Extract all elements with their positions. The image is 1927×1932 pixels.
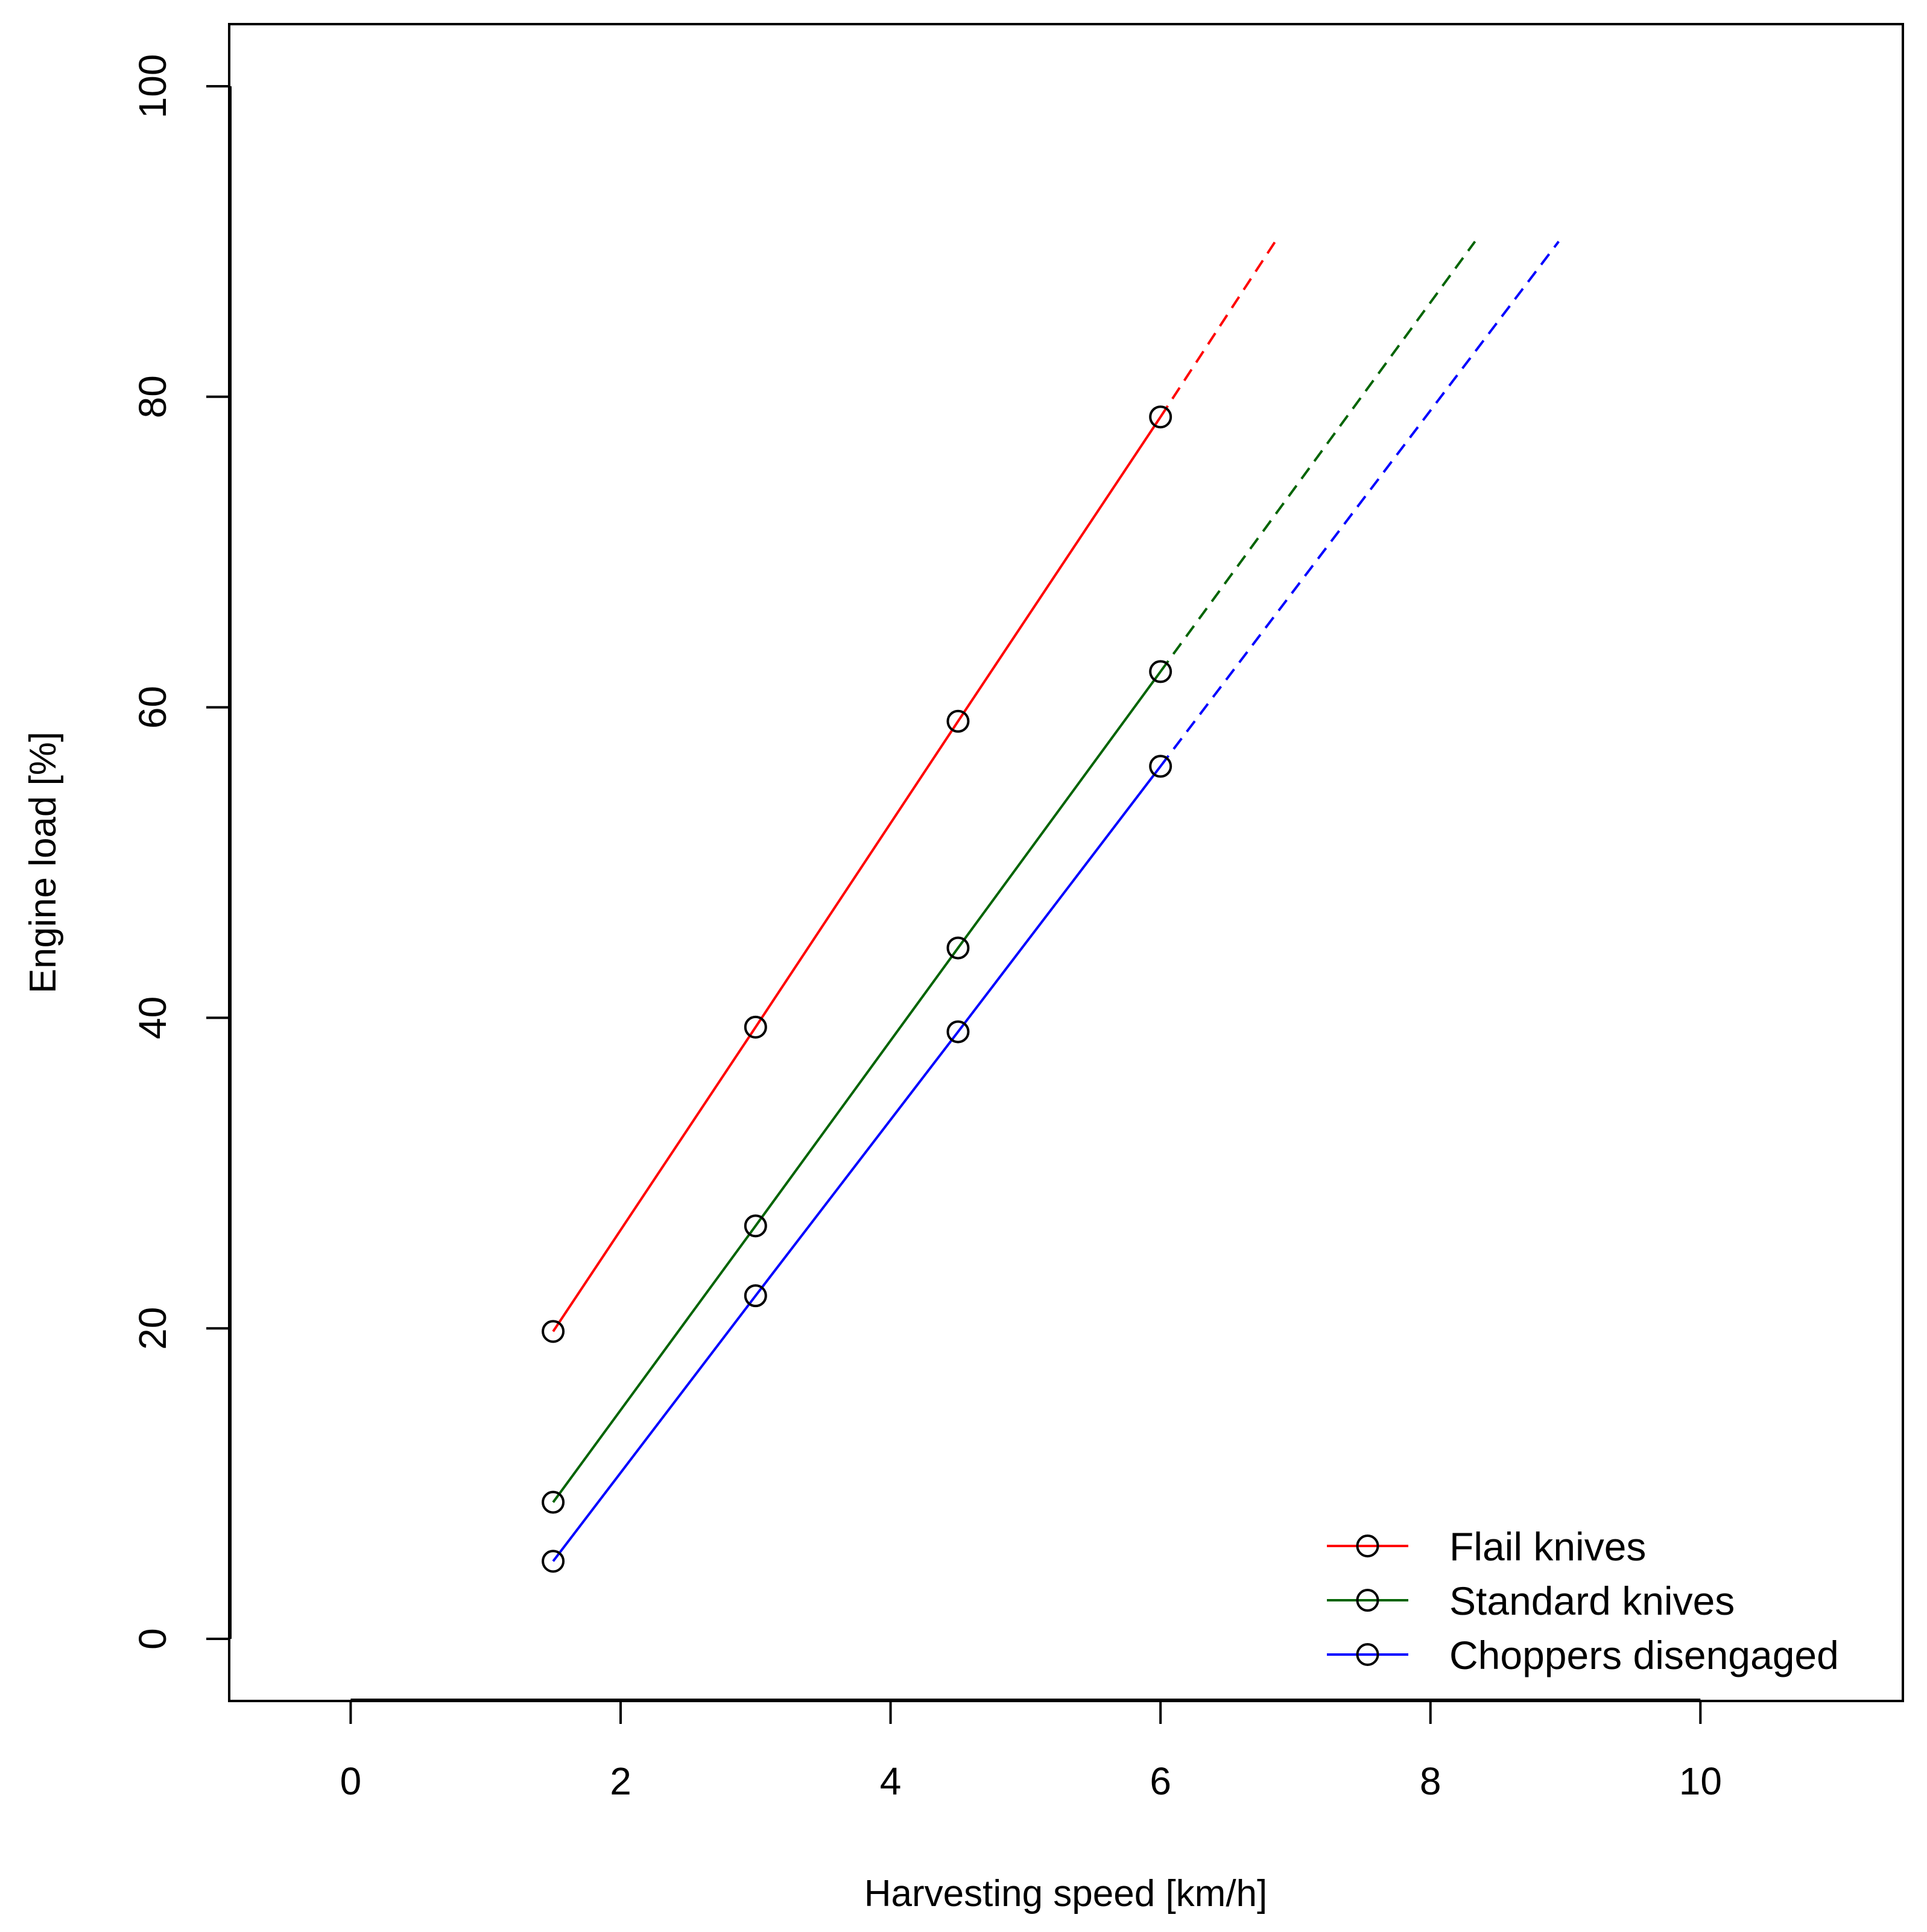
y-tick-label: 40 bbox=[131, 996, 174, 1039]
x-tick-label: 6 bbox=[1150, 1759, 1171, 1803]
legend-item: Standard knives bbox=[1327, 1579, 1735, 1623]
y-tick-label: 20 bbox=[131, 1307, 174, 1350]
legend-marker bbox=[1356, 1643, 1379, 1666]
x-tick-label: 8 bbox=[1420, 1759, 1441, 1803]
data-point bbox=[946, 1020, 970, 1044]
legend: Flail knives Standard knives Choppers dise… bbox=[1327, 1524, 1839, 1677]
plot-frame bbox=[228, 23, 1904, 1702]
series-extrapolation-line bbox=[1159, 241, 1476, 673]
data-point bbox=[542, 1550, 565, 1573]
y-tick-label: 60 bbox=[131, 686, 174, 729]
x-tick-label: 0 bbox=[340, 1759, 362, 1803]
legend-marker bbox=[1356, 1535, 1379, 1557]
x-axis: 0 2 4 6 8 10 bbox=[340, 1699, 1722, 1803]
legend-marker bbox=[1356, 1589, 1379, 1612]
x-tick-label: 10 bbox=[1679, 1759, 1722, 1803]
data-point bbox=[1149, 405, 1172, 429]
data-point bbox=[542, 1320, 565, 1343]
legend-label: Choppers disengaged bbox=[1449, 1633, 1839, 1677]
data-point bbox=[744, 1015, 767, 1039]
x-axis-title: Harvesting speed [km/h] bbox=[864, 1873, 1268, 1915]
y-tick-label: 100 bbox=[131, 54, 174, 119]
data-point bbox=[1149, 755, 1172, 778]
data-point bbox=[1149, 660, 1172, 683]
data-point bbox=[542, 1490, 565, 1514]
data-point bbox=[946, 936, 970, 960]
plot-area bbox=[542, 241, 1560, 1573]
data-point bbox=[744, 1284, 767, 1308]
series-flail-knives bbox=[542, 241, 1277, 1343]
series-extrapolation-line bbox=[1159, 241, 1560, 767]
series-line bbox=[552, 671, 1162, 1503]
y-axis-title: Engine load [%] bbox=[22, 732, 64, 993]
series-line bbox=[552, 416, 1162, 1332]
series-standard-knives bbox=[542, 241, 1476, 1514]
legend-label: Flail knives bbox=[1449, 1524, 1646, 1569]
legend-item: Flail knives bbox=[1327, 1524, 1646, 1569]
legend-label: Standard knives bbox=[1449, 1579, 1735, 1623]
y-tick-label: 80 bbox=[131, 375, 174, 418]
y-axis: 0 20 40 60 80 100 bbox=[131, 54, 232, 1650]
data-point bbox=[946, 709, 970, 733]
series-extrapolation-line bbox=[1159, 241, 1277, 418]
x-tick-label: 2 bbox=[610, 1759, 631, 1803]
y-tick-label: 0 bbox=[131, 1628, 174, 1650]
series-line bbox=[552, 765, 1162, 1562]
data-point bbox=[744, 1214, 767, 1238]
legend-item: Choppers disengaged bbox=[1327, 1633, 1839, 1677]
x-tick-label: 4 bbox=[880, 1759, 902, 1803]
series-choppers-disengaged bbox=[542, 241, 1560, 1573]
